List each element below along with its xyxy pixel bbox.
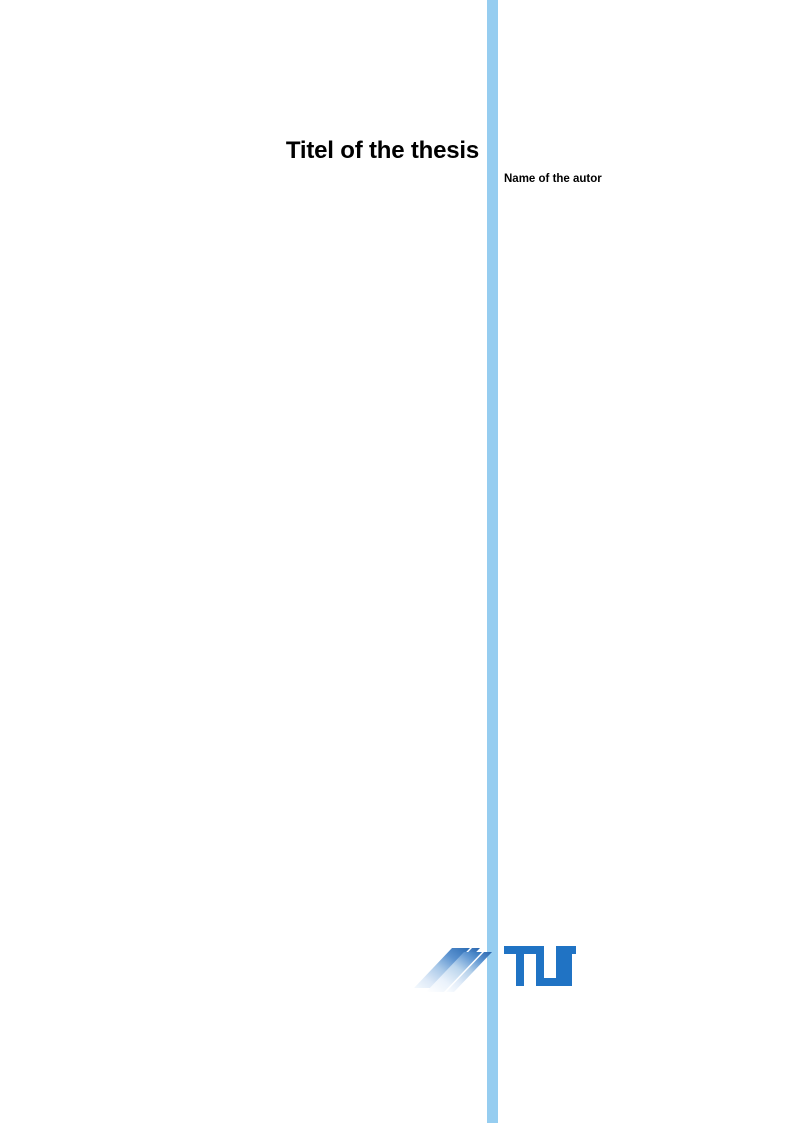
page-title: Titel of the thesis [285,137,479,164]
vertical-blue-stripe [487,0,498,1123]
author-name: Name of the autor [504,173,602,185]
tum-logo-graphic [414,946,576,992]
tum-logo [408,934,576,996]
tum-wordmark [504,946,576,986]
tum-flag-bar-lower [426,952,492,992]
